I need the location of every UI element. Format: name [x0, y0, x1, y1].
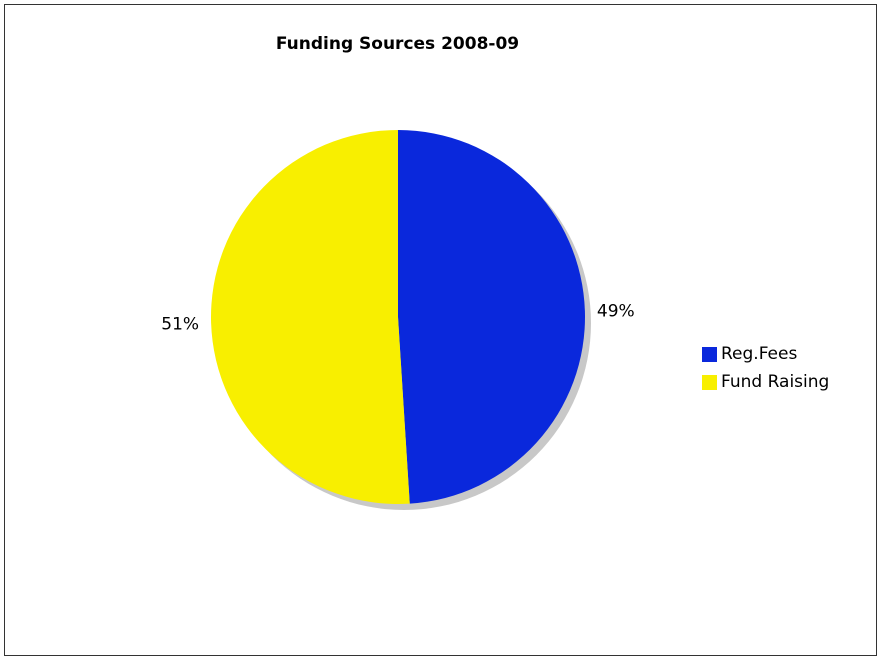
slice-label-reg-fees: 49% [597, 302, 635, 322]
legend-label-reg-fees: Reg.Fees [721, 344, 798, 364]
legend-swatch-fund-raising [702, 374, 717, 390]
pie-slice-reg-fees [398, 130, 586, 504]
slice-label-fund-raising: 51% [161, 314, 199, 334]
legend-item-fund-raising: Fund Raising [702, 368, 829, 396]
legend-label-fund-raising: Fund Raising [721, 372, 830, 392]
legend-swatch-reg-fees [702, 346, 717, 362]
chart-title: Funding Sources 2008-09 [275, 34, 520, 54]
pie-slice-fund-raising [211, 130, 410, 504]
legend-item-reg-fees: Reg.Fees [702, 340, 829, 368]
legend: Reg.Fees Fund Raising [702, 340, 829, 396]
